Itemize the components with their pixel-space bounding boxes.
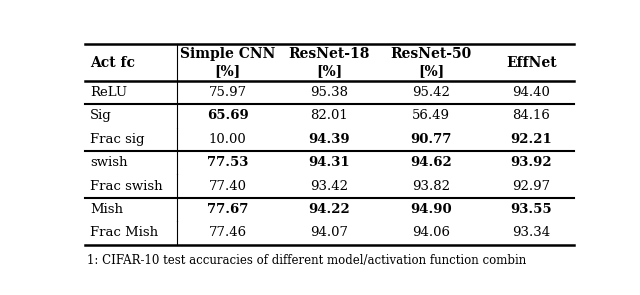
Text: 56.49: 56.49 — [412, 109, 450, 122]
Text: 93.55: 93.55 — [511, 203, 552, 216]
Text: Act fc: Act fc — [90, 56, 135, 70]
Text: 95.38: 95.38 — [310, 86, 348, 99]
Text: 94.22: 94.22 — [308, 203, 350, 216]
Text: 94.39: 94.39 — [308, 133, 350, 146]
Text: Frac Mish: Frac Mish — [90, 226, 158, 240]
Text: EffNet: EffNet — [506, 56, 557, 70]
Text: 92.97: 92.97 — [512, 180, 550, 193]
Text: ResNet-18
[%]: ResNet-18 [%] — [289, 47, 370, 78]
Text: 94.90: 94.90 — [410, 203, 452, 216]
Text: ReLU: ReLU — [90, 86, 127, 99]
Text: 1: CIFAR-10 test accuracies of different model/activation function combin: 1: CIFAR-10 test accuracies of different… — [88, 254, 527, 267]
Text: 94.31: 94.31 — [308, 156, 350, 169]
Text: 94.62: 94.62 — [410, 156, 452, 169]
Text: 77.53: 77.53 — [207, 156, 248, 169]
Text: Sig: Sig — [90, 109, 111, 122]
Text: 82.01: 82.01 — [310, 109, 348, 122]
Text: 93.42: 93.42 — [310, 180, 348, 193]
Text: 65.69: 65.69 — [207, 109, 248, 122]
Text: 77.67: 77.67 — [207, 203, 248, 216]
Text: 84.16: 84.16 — [513, 109, 550, 122]
Text: 92.21: 92.21 — [511, 133, 552, 146]
Text: 77.46: 77.46 — [209, 226, 246, 240]
Text: 90.77: 90.77 — [410, 133, 452, 146]
Text: 77.40: 77.40 — [209, 180, 246, 193]
Text: ResNet-50
[%]: ResNet-50 [%] — [390, 47, 472, 78]
Text: 10.00: 10.00 — [209, 133, 246, 146]
Text: Frac sig: Frac sig — [90, 133, 145, 146]
Text: 94.07: 94.07 — [310, 226, 348, 240]
Text: 93.82: 93.82 — [412, 180, 450, 193]
Text: Simple CNN
[%]: Simple CNN [%] — [180, 47, 275, 78]
Text: Mish: Mish — [90, 203, 123, 216]
Text: 75.97: 75.97 — [209, 86, 246, 99]
Text: Frac swish: Frac swish — [90, 180, 163, 193]
Text: 94.06: 94.06 — [412, 226, 450, 240]
Text: 93.34: 93.34 — [512, 226, 550, 240]
Text: 95.42: 95.42 — [412, 86, 450, 99]
Text: swish: swish — [90, 156, 127, 169]
Text: 93.92: 93.92 — [511, 156, 552, 169]
Text: 94.40: 94.40 — [513, 86, 550, 99]
